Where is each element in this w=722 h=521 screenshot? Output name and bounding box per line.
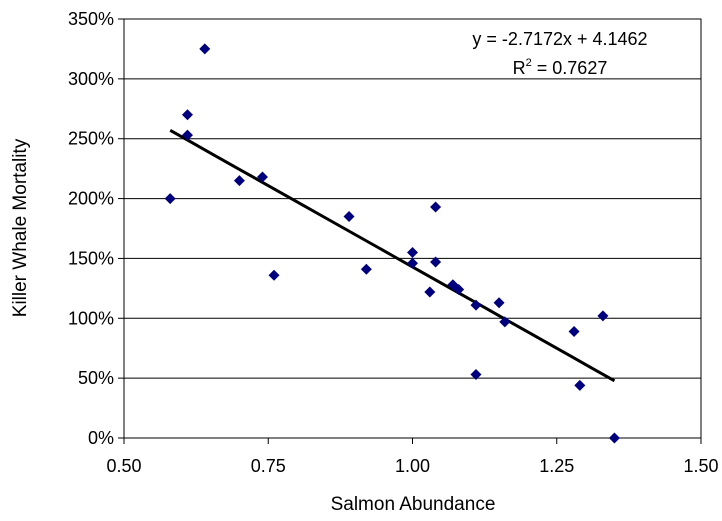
data-point [453, 284, 465, 296]
data-point [470, 299, 482, 311]
data-point [164, 193, 176, 205]
data-point [233, 175, 245, 187]
x-tick-label: 0.50 [106, 456, 141, 476]
data-point [268, 269, 280, 281]
data-point [568, 325, 580, 337]
y-tick-label: 250% [68, 129, 114, 149]
data-point [499, 316, 511, 328]
y-tick-label: 300% [68, 69, 114, 89]
data-point [407, 246, 418, 258]
y-axis-ticks: 0% 50% 100% 150% 200% 250% 300% 350% [68, 9, 124, 448]
data-point [407, 257, 418, 269]
equation-label: y = -2.7172x + 4.1462 [472, 29, 647, 49]
data-point [424, 286, 436, 298]
data-point [256, 171, 268, 183]
data-point [597, 310, 609, 322]
r-squared-prefix: R [513, 58, 526, 78]
data-point [608, 432, 620, 444]
data-point [470, 369, 482, 381]
y-tick-label: 100% [68, 308, 114, 328]
x-axis-title: Salmon Abundance [331, 494, 496, 515]
data-point [430, 201, 442, 213]
x-tick-label: 1.50 [683, 456, 718, 476]
r-squared-value: = 0.7627 [532, 58, 608, 78]
data-point [343, 211, 355, 223]
x-axis-ticks: 0.50 0.75 1.00 1.25 1.50 [106, 438, 719, 476]
data-point [574, 379, 586, 391]
y-tick-label: 200% [68, 189, 114, 209]
r-squared-label: R2 = 0.7627 [513, 57, 608, 78]
y-axis-title: Killer Whale Mortality [10, 138, 31, 317]
data-points [164, 43, 620, 444]
plot-area [123, 18, 702, 439]
data-point [181, 109, 193, 121]
y-tick-label: 0% [88, 428, 114, 448]
y-tick-label: 50% [78, 368, 114, 388]
x-tick-label: 0.75 [251, 456, 286, 476]
x-tick-label: 1.00 [395, 456, 430, 476]
data-point [360, 263, 372, 275]
y-tick-label: 150% [68, 248, 114, 268]
x-tick-label: 1.25 [539, 456, 574, 476]
y-tick-label: 350% [68, 9, 114, 29]
data-point [493, 297, 505, 309]
trend-line [169, 128, 616, 383]
data-point [199, 43, 211, 55]
data-point [430, 256, 442, 268]
gridlines [124, 18, 701, 439]
data-point [181, 129, 193, 141]
r-squared-superscript: 2 [526, 57, 532, 69]
